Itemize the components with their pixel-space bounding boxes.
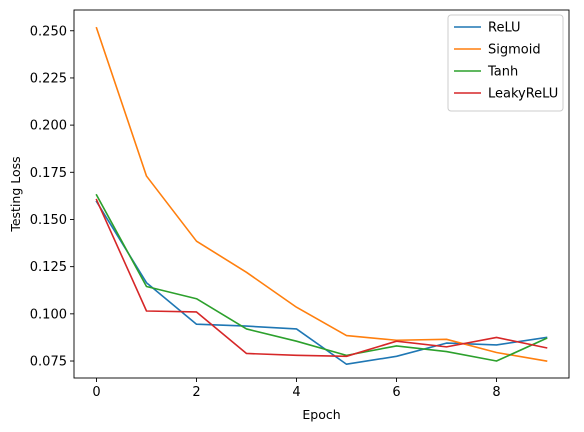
legend-label: Tanh	[487, 65, 518, 80]
legend-label: Sigmoid	[488, 43, 541, 58]
legend-label: LeakyReLU	[488, 87, 558, 102]
y-tick-label: 0.225	[30, 71, 67, 86]
x-axis-ticks: 0 2 4 6 8	[92, 378, 501, 400]
series-line-tanh	[95, 193, 548, 362]
x-tick-label: 6	[392, 385, 400, 400]
series-line-relu	[95, 200, 548, 366]
y-tick-label: 0.150	[30, 213, 67, 228]
y-tick-label: 0.175	[30, 166, 67, 181]
legend: ReLU Sigmoid Tanh LeakyReLU	[447, 14, 564, 112]
x-axis-label: Epoch	[302, 407, 340, 422]
legend-box	[447, 14, 564, 112]
x-tick-label: 8	[492, 385, 500, 400]
y-axis-ticks: 0.075 0.100 0.125 0.150 0.175 0.200 0.225 0.250	[30, 24, 74, 370]
legend-label: ReLU	[488, 21, 521, 36]
plot-frame	[73, 9, 570, 379]
y-tick-label: 0.250	[30, 24, 67, 39]
x-tick-label: 2	[192, 385, 200, 400]
y-tick-label: 0.125	[30, 260, 67, 275]
y-tick-label: 0.200	[30, 119, 67, 134]
series-line-sigmoid	[95, 26, 548, 362]
x-tick-label: 4	[292, 385, 300, 400]
y-tick-label: 0.075	[30, 355, 67, 370]
plot-lines	[95, 26, 548, 366]
series-line-leakyrelu	[95, 198, 548, 358]
x-tick-label: 0	[92, 385, 100, 400]
y-tick-label: 0.100	[30, 307, 67, 322]
y-axis-label: Testing Loss	[8, 156, 23, 232]
